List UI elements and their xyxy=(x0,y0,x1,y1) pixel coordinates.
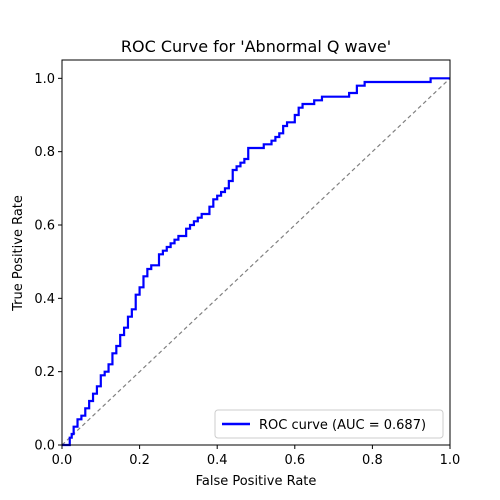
roc-curve-line xyxy=(62,77,450,447)
x-tick-label: 0.8 xyxy=(362,453,383,468)
x-tick-label: 0.6 xyxy=(284,453,305,468)
y-axis-label: True Positive Rate xyxy=(11,195,26,312)
y-tick-label: 0.2 xyxy=(34,365,55,380)
x-axis-ticks: 0.0 0.2 0.4 0.6 0.8 1.0 xyxy=(52,445,461,468)
legend: ROC curve (AUC = 0.687) xyxy=(214,409,444,439)
x-axis-label: False Positive Rate xyxy=(196,474,317,489)
y-tick-label: 0.6 xyxy=(34,219,55,234)
y-tick-label: 1.0 xyxy=(34,72,55,87)
random-classifier-layer xyxy=(61,77,451,446)
legend-box xyxy=(214,409,444,439)
x-tick-label: 0.4 xyxy=(207,453,228,468)
legend-label-roc-curve: ROC curve (AUC = 0.687) xyxy=(259,418,426,433)
x-tick-label: 0.0 xyxy=(52,453,73,468)
roc-curve-layer xyxy=(62,77,450,447)
y-axis-ticks: 0.0 0.2 0.4 0.6 0.8 1.0 xyxy=(34,72,62,454)
chart-title: ROC Curve for 'Abnormal Q wave' xyxy=(121,37,391,56)
plot-frame xyxy=(61,59,451,446)
y-tick-label: 0.4 xyxy=(34,292,55,307)
plot-area xyxy=(62,60,450,445)
plot-background xyxy=(62,60,450,445)
x-tick-label: 0.2 xyxy=(129,453,150,468)
y-tick-label: 0.8 xyxy=(34,145,55,160)
x-tick-label: 1.0 xyxy=(440,453,461,468)
y-tick-label: 0.0 xyxy=(34,439,55,454)
random-classifier-line xyxy=(61,77,451,446)
